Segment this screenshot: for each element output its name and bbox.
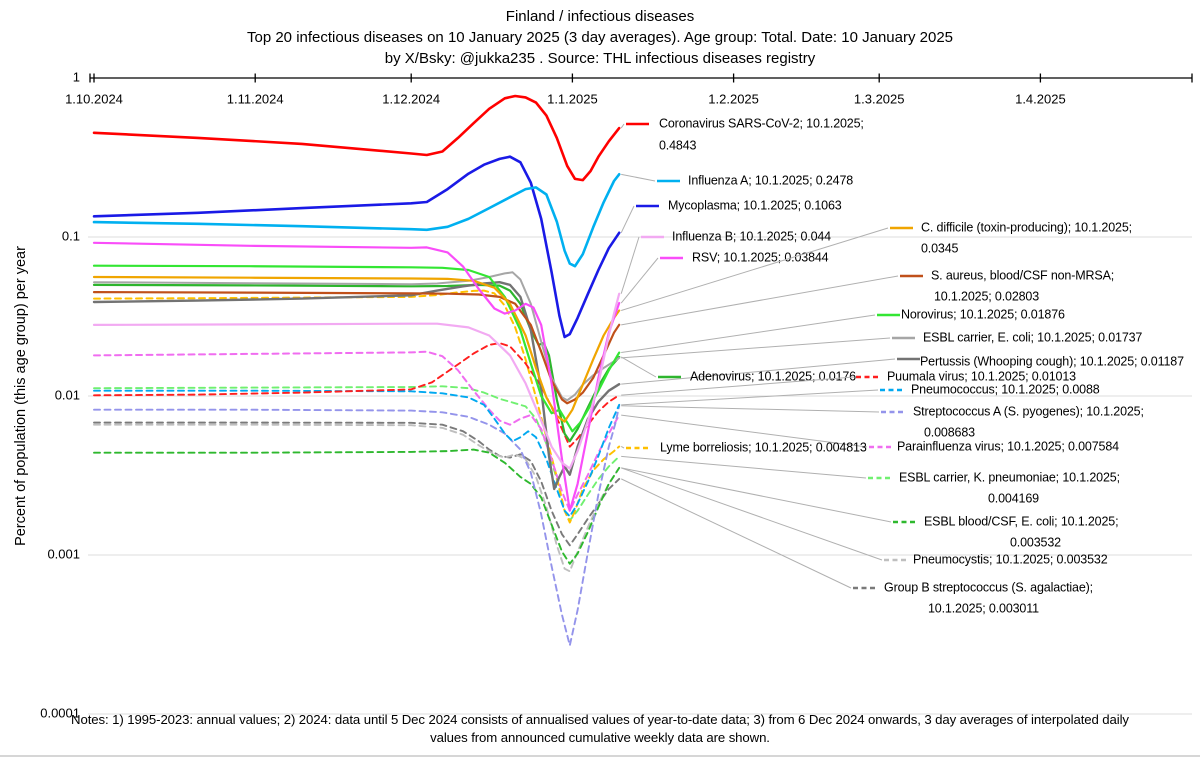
series-label-flua: Influenza A; 10.1.2025; 0.2478 <box>688 173 853 187</box>
label-leader-cdiff <box>621 227 889 311</box>
label-leader-parainf <box>621 414 868 448</box>
series-label-lyme: Lyme borreliosis; 10.1.2025; 0.004813 <box>660 440 867 454</box>
series-line-esbl_kp <box>93 385 621 522</box>
series-label-esbl_ec_blood: ESBL blood/CSF, E. coli; 10.1.2025; <box>924 514 1118 528</box>
x-tick-label-3: 1.1.2025 <box>547 91 598 106</box>
label-leader-saureus <box>621 275 899 326</box>
y-tick-label-1: 1 <box>73 69 80 84</box>
label-leader-covid <box>620 123 625 129</box>
y-tick-label-0.1: 0.1 <box>62 228 80 243</box>
series-label-esbl_ec_carrier: ESBL carrier, E. coli; 10.1.2025; 0.0173… <box>923 330 1142 344</box>
label-leader-lyme <box>620 446 625 449</box>
chart-subtitle: Top 20 infectious diseases on 10 January… <box>246 29 954 46</box>
x-tick-label-4: 1.2.2025 <box>708 91 759 106</box>
series-label-rsv: RSV; 10.1.2025; 0.03844 <box>692 250 829 264</box>
label-leader-gbs <box>620 478 852 589</box>
label-leader-flua <box>621 173 656 182</box>
series-label-parainf: Parainfluenza virus; 10.1.2025; 0.007584 <box>897 439 1119 453</box>
series-line-flua <box>92 173 621 268</box>
series-line-rsv <box>92 241 621 512</box>
label-leader-esbl_ec_carrier <box>621 337 891 359</box>
series-line-esbl_ec_carrier <box>93 271 621 402</box>
series-line-cdiff <box>92 275 621 423</box>
series-label-noro: Norovirus; 10.1.2025; 0.01876 <box>901 307 1065 321</box>
title-block: Finland / infectious diseases Top 20 inf… <box>0 6 1200 69</box>
label-leader-strepa <box>621 405 880 413</box>
series-label-cdiff-line2: 0.0345 <box>921 241 959 255</box>
x-tick-label-1: 1.11.2024 <box>227 91 284 106</box>
x-tick-label-2: 1.12.2024 <box>382 91 440 106</box>
series-label-pertussis: Pertussis (Whooping cough); 10.1.2025; 0… <box>920 354 1184 368</box>
x-tick-label-5: 1.3.2025 <box>854 91 905 106</box>
y-tick-label-0.01: 0.01 <box>55 387 80 402</box>
y-tick-label-0.001: 0.001 <box>47 546 80 561</box>
series-line-covid <box>92 94 621 182</box>
label-leader-pertussis <box>621 358 896 385</box>
label-leader-pneumocystis <box>621 467 883 561</box>
series-label-esbl_kp: ESBL carrier, K. pneumoniae; 10.1.2025; <box>899 470 1120 484</box>
series-label-esbl_kp-line2: 0.004169 <box>988 491 1039 505</box>
series-label-covid-line2: 0.4843 <box>659 138 697 152</box>
series-label-flub: Influenza B; 10.1.2025; 0.044 <box>672 229 831 243</box>
series-label-strepa-line2: 0.008683 <box>924 425 975 439</box>
series-label-gbs-line2: 10.1.2025; 0.003011 <box>928 601 1039 615</box>
series-line-noro <box>92 264 621 433</box>
series-label-covid: Coronavirus SARS-CoV-2; 10.1.2025; <box>659 116 864 130</box>
series-line-gbs <box>93 421 621 547</box>
series-line-parainf <box>93 350 621 512</box>
series-line-lyme <box>93 289 621 524</box>
series-label-saureus: S. aureus, blood/CSF non-MRSA; <box>931 268 1114 282</box>
series-label-myco: Mycoplasma; 10.1.2025; 0.1063 <box>668 198 842 212</box>
series-line-flub <box>92 292 621 470</box>
chart-source-line: by X/Bsky: @jukka235 . Source: THL infec… <box>384 50 816 67</box>
series-label-gbs: Group B streptococcus (S. agalactiae); <box>884 580 1093 594</box>
x-tick-label-6: 1.4.2025 <box>1015 91 1066 106</box>
series-label-pneumoc: Pneumococcus; 10.1.2025; 0.0088 <box>911 382 1100 396</box>
x-tick-label-0: 1.10.2024 <box>65 91 123 106</box>
label-leader-esbl_ec_blood <box>621 467 892 523</box>
label-leader-puumala <box>621 376 855 396</box>
series-label-pneumocystis: Pneumocystis; 10.1.2025; 0.003532 <box>913 552 1108 566</box>
label-leader-myco <box>620 205 635 233</box>
label-leader-esbl_kp <box>621 455 867 479</box>
notes-text: Notes: 1) 1995-2023: annual values; 2) 2… <box>71 712 1129 745</box>
series-label-esbl_ec_blood-line2: 0.003532 <box>1010 535 1061 549</box>
series-line-pertussis <box>92 281 621 491</box>
series-line-strepa <box>93 404 621 647</box>
label-leader-rsv <box>620 257 659 304</box>
y-tick-label-0.0001: 0.0001 <box>40 705 80 720</box>
series-label-puumala: Puumala virus; 10.1.2025; 0.01013 <box>887 369 1076 383</box>
label-leader-adeno <box>620 356 657 378</box>
series-label-cdiff: C. difficile (toxin-producing); 10.1.202… <box>921 220 1132 234</box>
series-line-myco <box>92 155 621 339</box>
series-line-pneumoc <box>93 389 621 518</box>
label-leader-pneumoc <box>621 389 879 406</box>
series-label-strepa: Streptococcus A (S. pyogenes); 10.1.2025… <box>913 404 1144 418</box>
series-line-esbl_ec_blood <box>93 448 621 565</box>
series-line-pneumocystis <box>93 423 621 573</box>
series-label-adeno: Adenovirus; 10.1.2025; 0.0176 <box>690 369 856 383</box>
series-line-saureus <box>92 291 621 405</box>
label-leader-noro <box>621 314 876 354</box>
label-leader-flub <box>620 236 640 294</box>
chart-title: Finland / infectious diseases <box>505 8 695 25</box>
series-label-saureus-line2: 10.1.2025; 0.02803 <box>934 289 1039 303</box>
y-axis-title: Percent of population (this age group) p… <box>13 246 29 546</box>
